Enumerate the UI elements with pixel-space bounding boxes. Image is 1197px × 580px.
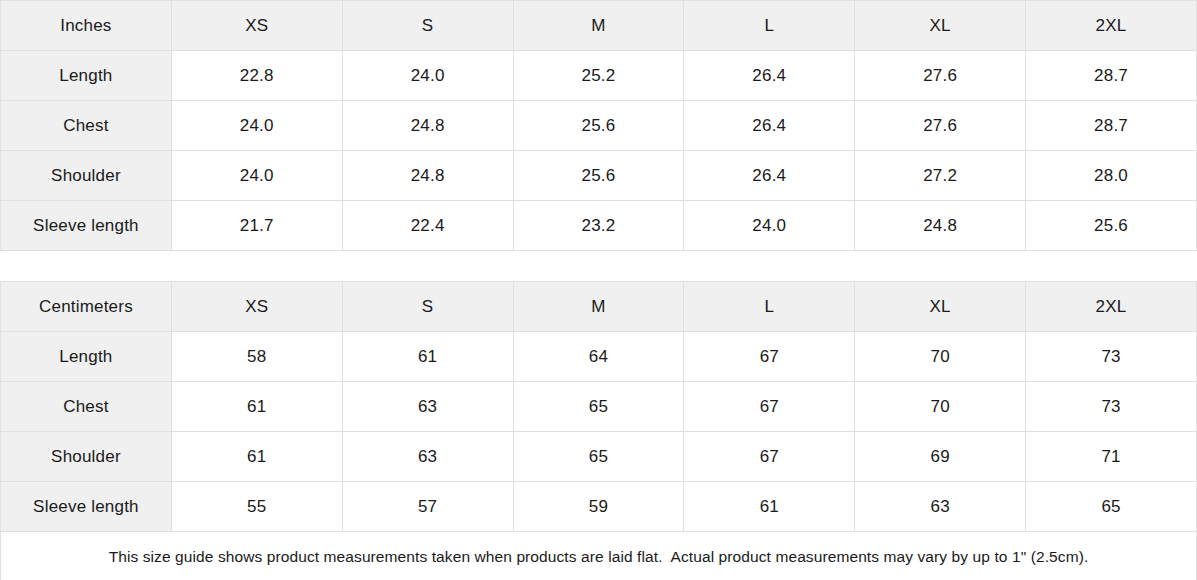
row-label-cell: Shoulder (1, 432, 172, 482)
size-column-header-s: S (342, 282, 513, 332)
table-row-sleeve-length: Sleeve length 21.7 22.4 23.2 24.0 24.8 2… (1, 201, 1197, 251)
table-row-length: Length 58 61 64 67 70 73 (1, 332, 1197, 382)
value-cell: 59 (513, 482, 684, 532)
value-cell: 27.6 (855, 51, 1026, 101)
unit-header-cell: Inches (1, 1, 172, 51)
value-cell: 65 (1026, 482, 1197, 532)
value-cell: 69 (855, 432, 1026, 482)
value-cell: 61 (342, 332, 513, 382)
size-column-header-m: M (513, 1, 684, 51)
value-cell: 24.0 (171, 101, 342, 151)
table-row-shoulder: Shoulder 24.0 24.8 25.6 26.4 27.2 28.0 (1, 151, 1197, 201)
unit-header-cell: Centimeters (1, 282, 172, 332)
value-cell: 25.6 (513, 101, 684, 151)
centimeters-size-table: Centimeters XS S M L XL 2XL Length 58 61… (0, 281, 1197, 532)
value-cell: 67 (684, 432, 855, 482)
value-cell: 58 (171, 332, 342, 382)
value-cell: 28.7 (1026, 101, 1197, 151)
inches-size-table: Inches XS S M L XL 2XL Length 22.8 24.0 … (0, 0, 1197, 251)
value-cell: 24.8 (855, 201, 1026, 251)
value-cell: 26.4 (684, 151, 855, 201)
value-cell: 27.6 (855, 101, 1026, 151)
value-cell: 70 (855, 332, 1026, 382)
size-guide-note: This size guide shows product measuremen… (0, 532, 1197, 580)
value-cell: 25.6 (513, 151, 684, 201)
size-column-header-xs: XS (171, 1, 342, 51)
row-label-cell: Length (1, 332, 172, 382)
size-column-header-2xl: 2XL (1026, 282, 1197, 332)
table-row-chest: Chest 61 63 65 67 70 73 (1, 382, 1197, 432)
value-cell: 24.0 (684, 201, 855, 251)
value-cell: 24.0 (342, 51, 513, 101)
value-cell: 24.8 (342, 151, 513, 201)
value-cell: 61 (171, 382, 342, 432)
value-cell: 57 (342, 482, 513, 532)
value-cell: 63 (855, 482, 1026, 532)
row-label-cell: Chest (1, 101, 172, 151)
value-cell: 61 (171, 432, 342, 482)
value-cell: 24.8 (342, 101, 513, 151)
value-cell: 21.7 (171, 201, 342, 251)
centimeters-header-row: Centimeters XS S M L XL 2XL (1, 282, 1197, 332)
size-column-header-xl: XL (855, 282, 1026, 332)
value-cell: 71 (1026, 432, 1197, 482)
value-cell: 23.2 (513, 201, 684, 251)
table-row-length: Length 22.8 24.0 25.2 26.4 27.6 28.7 (1, 51, 1197, 101)
row-label-cell: Sleeve length (1, 201, 172, 251)
value-cell: 28.0 (1026, 151, 1197, 201)
value-cell: 70 (855, 382, 1026, 432)
value-cell: 65 (513, 382, 684, 432)
value-cell: 65 (513, 432, 684, 482)
size-column-header-xl: XL (855, 1, 1026, 51)
row-label-cell: Chest (1, 382, 172, 432)
table-gap (0, 251, 1197, 281)
value-cell: 22.4 (342, 201, 513, 251)
value-cell: 27.2 (855, 151, 1026, 201)
value-cell: 73 (1026, 332, 1197, 382)
size-column-header-m: M (513, 282, 684, 332)
value-cell: 28.7 (1026, 51, 1197, 101)
size-column-header-xs: XS (171, 282, 342, 332)
row-label-cell: Length (1, 51, 172, 101)
value-cell: 26.4 (684, 101, 855, 151)
value-cell: 24.0 (171, 151, 342, 201)
size-column-header-s: S (342, 1, 513, 51)
size-column-header-l: L (684, 1, 855, 51)
value-cell: 63 (342, 432, 513, 482)
value-cell: 61 (684, 482, 855, 532)
table-row-shoulder: Shoulder 61 63 65 67 69 71 (1, 432, 1197, 482)
table-row-sleeve-length: Sleeve length 55 57 59 61 63 65 (1, 482, 1197, 532)
value-cell: 63 (342, 382, 513, 432)
value-cell: 73 (1026, 382, 1197, 432)
value-cell: 22.8 (171, 51, 342, 101)
value-cell: 67 (684, 332, 855, 382)
value-cell: 55 (171, 482, 342, 532)
value-cell: 25.6 (1026, 201, 1197, 251)
size-column-header-l: L (684, 282, 855, 332)
value-cell: 26.4 (684, 51, 855, 101)
size-guide: Inches XS S M L XL 2XL Length 22.8 24.0 … (0, 0, 1197, 580)
value-cell: 25.2 (513, 51, 684, 101)
value-cell: 67 (684, 382, 855, 432)
inches-header-row: Inches XS S M L XL 2XL (1, 1, 1197, 51)
size-column-header-2xl: 2XL (1026, 1, 1197, 51)
value-cell: 64 (513, 332, 684, 382)
row-label-cell: Shoulder (1, 151, 172, 201)
row-label-cell: Sleeve length (1, 482, 172, 532)
table-row-chest: Chest 24.0 24.8 25.6 26.4 27.6 28.7 (1, 101, 1197, 151)
